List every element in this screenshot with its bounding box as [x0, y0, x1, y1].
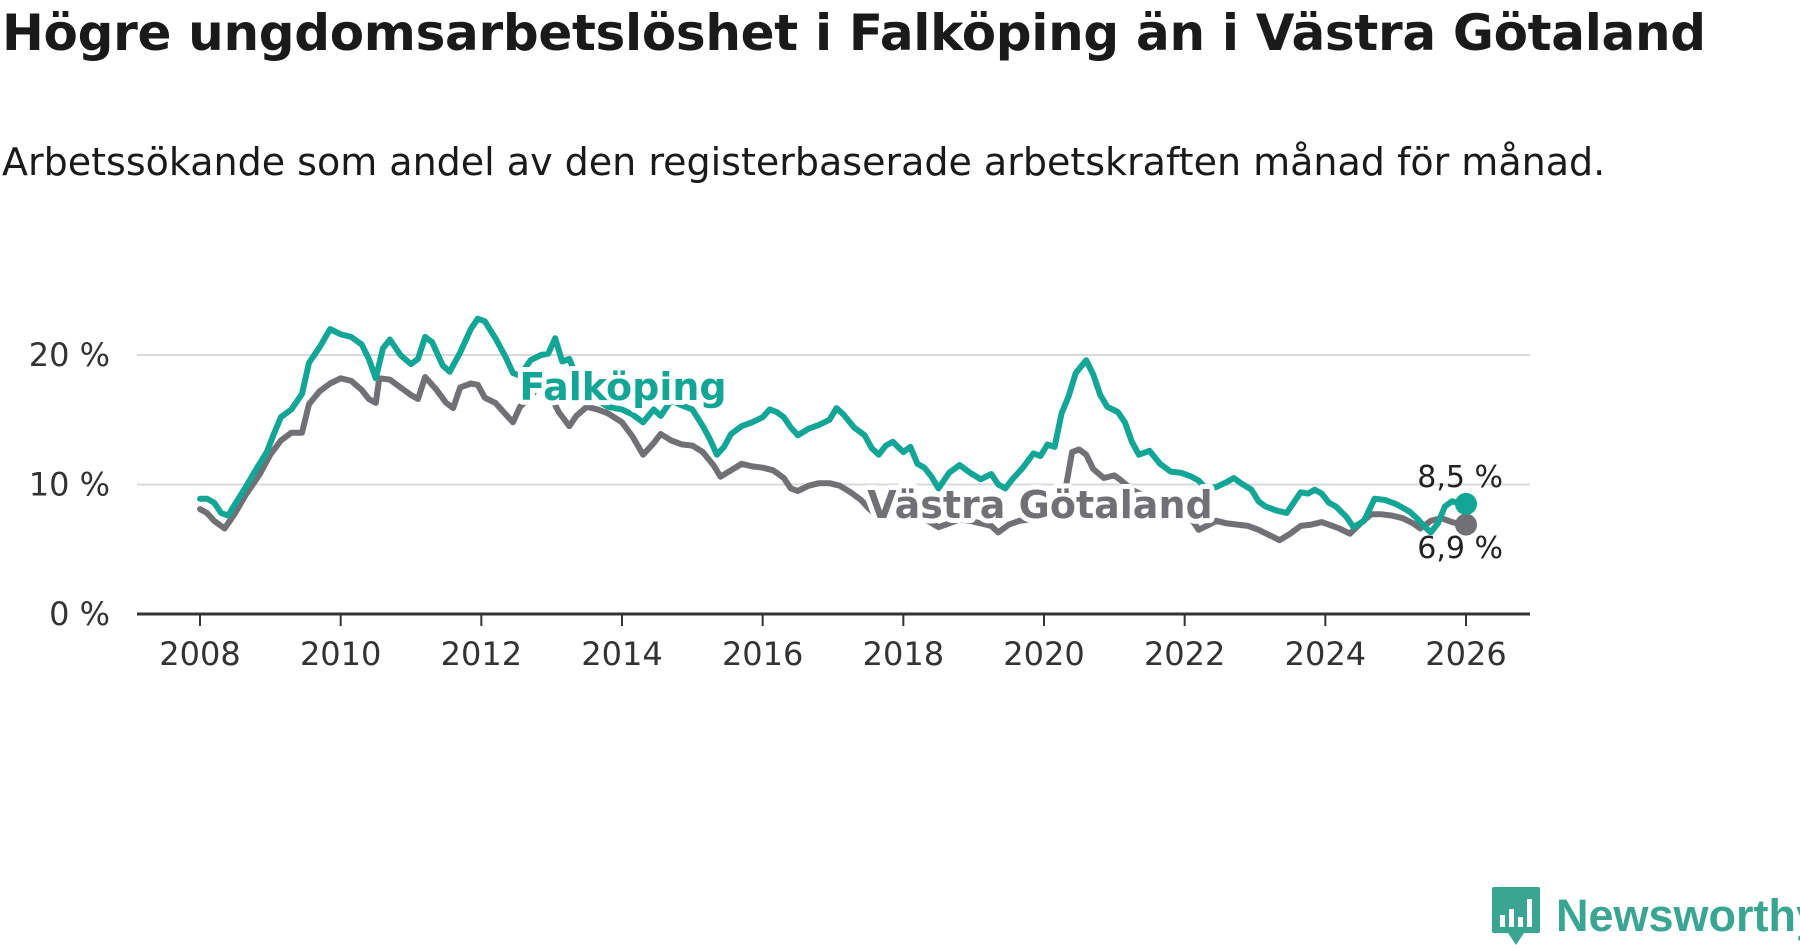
bar-chart-icon [1492, 887, 1540, 945]
series-labels: Västra Götaland Falköping [514, 360, 1217, 532]
series-label-vastra-gotaland: Västra Götaland [867, 483, 1212, 527]
series-endpoints: 6,9 % 8,5 % [1417, 460, 1503, 566]
x-tick-label: 2020 [1003, 635, 1084, 673]
series-line-falkoping [197, 315, 1469, 536]
x-tick-label: 2024 [1285, 635, 1366, 673]
gridlines [137, 354, 1530, 486]
x-tick-label: 2016 [722, 635, 803, 673]
x-tick-label: 2022 [1144, 635, 1225, 673]
endpoint-vastra-gotaland [1455, 513, 1477, 536]
end-value-label: 8,5 % [1417, 460, 1503, 495]
y-tick-label: 10 % [29, 466, 110, 504]
x-tick-label: 2026 [1425, 635, 1506, 673]
y-axis-ticks: 0 % 10 % 20 % [29, 336, 110, 633]
y-tick-label: 20 % [29, 336, 110, 374]
series-lines [197, 315, 1469, 544]
series-line-vastra-gotaland [197, 374, 1469, 544]
brand-name: Newsworthy [1556, 890, 1800, 941]
x-axis-ticks: 2008 2010 2012 2014 2016 2018 2020 2022 2024 2026 [159, 614, 1507, 673]
chart-subtitle: Arbetssökande som andel av den registerb… [2, 140, 1606, 184]
series-label-falkoping: Falköping [519, 365, 726, 409]
endpoint-falkoping [1455, 492, 1477, 515]
y-tick-label: 0 % [49, 595, 110, 633]
x-tick-label: 2018 [863, 635, 944, 673]
end-value-label: 6,9 % [1417, 531, 1503, 566]
brand-logo: Newsworthy [1490, 884, 1800, 948]
x-tick-label: 2014 [581, 635, 662, 673]
x-tick-label: 2008 [159, 635, 240, 673]
x-tick-label: 2010 [300, 635, 381, 673]
chart-title: Högre ungdomsarbetslöshet i Falköping än… [2, 4, 1706, 62]
x-tick-label: 2012 [441, 635, 522, 673]
